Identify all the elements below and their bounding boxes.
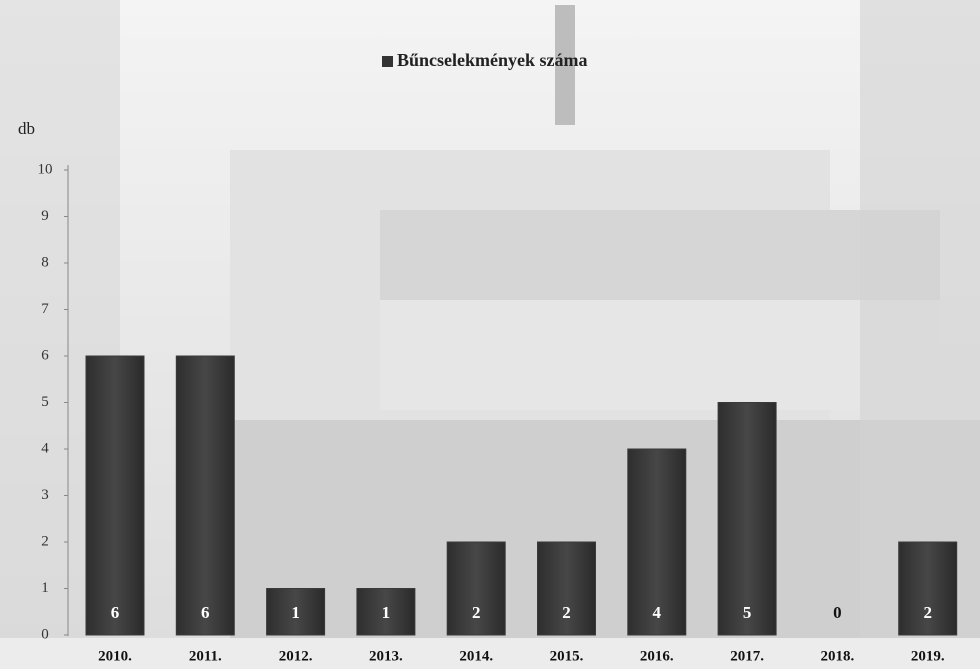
value-label: 1 [291,603,300,622]
bar [898,541,958,636]
x-tick-label: 2012. [279,648,313,664]
x-tick-label: 2016. [640,648,674,664]
bar [175,355,235,636]
value-label: 1 [382,603,391,622]
bar [266,588,326,636]
y-tick-label: 8 [41,254,49,270]
value-label: 2 [923,603,932,622]
y-tick-label: 4 [41,440,49,456]
y-tick-label: 3 [41,487,49,503]
value-label: 0 [833,603,842,622]
bar [627,448,687,636]
y-axis-label: db [18,119,35,138]
value-label: 2 [562,603,571,622]
value-label: 2 [472,603,481,622]
bar [356,588,416,636]
legend-swatch [382,56,393,67]
x-tick-label: 2011. [189,648,222,664]
x-tick-label: 2015. [550,648,584,664]
value-label: 6 [111,603,120,622]
x-tick-label: 2018. [821,648,855,664]
value-label: 5 [743,603,752,622]
y-tick-label: 7 [41,301,49,317]
bar [537,541,596,636]
value-label: 4 [653,603,662,622]
bar [717,402,777,636]
y-tick-label: 2 [41,533,49,549]
y-tick-label: 1 [41,580,49,596]
x-tick-label: 2017. [730,648,764,664]
x-tick-label: 2019. [911,648,945,664]
bar [446,541,506,636]
y-tick-label: 10 [38,161,53,177]
y-tick-label: 0 [41,626,49,642]
x-tick-label: 2010. [98,648,132,664]
legend-label: Bűncselekmények száma [397,50,588,70]
x-tick-label: 2013. [369,648,403,664]
y-tick-label: 5 [41,394,49,410]
y-tick-label: 9 [41,208,49,224]
y-tick-label: 6 [41,347,49,363]
x-tick-label: 2014. [459,648,493,664]
bar [85,355,145,636]
value-label: 6 [201,603,210,622]
